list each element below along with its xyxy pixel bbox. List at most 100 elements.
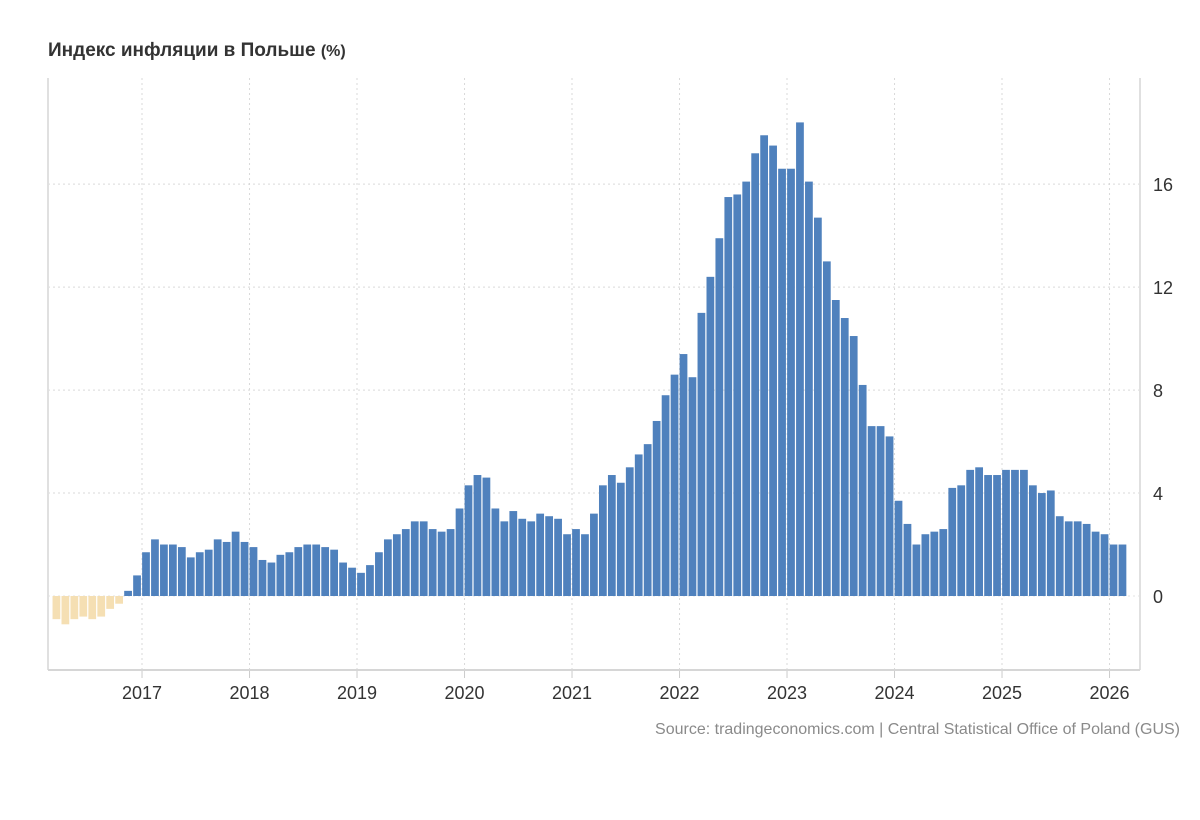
bar (357, 572, 365, 596)
bar (688, 377, 697, 596)
bar (1091, 531, 1100, 596)
bar (106, 596, 115, 609)
bars (52, 122, 1127, 625)
bar (339, 562, 347, 596)
bar (97, 596, 106, 617)
y-tick-label: 12 (1153, 278, 1173, 298)
bar (679, 354, 688, 596)
bar (473, 475, 482, 596)
bar (1002, 469, 1010, 596)
bar (1082, 523, 1091, 596)
bar (61, 596, 70, 625)
bar (482, 477, 491, 596)
bar (778, 168, 786, 596)
bar (769, 145, 777, 596)
bar (249, 547, 258, 596)
bar (410, 521, 419, 596)
bar (993, 475, 1001, 596)
bar (518, 518, 527, 596)
x-tick-label: 2021 (552, 683, 592, 703)
x-tick-label: 2023 (767, 683, 807, 703)
bar (751, 153, 760, 596)
bar (428, 529, 437, 596)
bar (796, 122, 804, 597)
bar (554, 518, 562, 596)
bar (1118, 544, 1127, 596)
bar (491, 508, 500, 596)
bar (831, 300, 840, 596)
bar (509, 511, 518, 596)
bar (975, 467, 984, 596)
bar (805, 181, 813, 596)
bar (661, 395, 670, 596)
bar (70, 596, 79, 620)
bar (186, 557, 195, 596)
bar (79, 596, 88, 617)
axes (47, 78, 1141, 678)
bar (276, 554, 285, 596)
bar (294, 547, 303, 596)
bar (1100, 534, 1109, 596)
y-tick-label: 16 (1153, 175, 1173, 195)
bar (437, 531, 446, 596)
bar (195, 552, 204, 596)
bar (321, 547, 330, 596)
bar (930, 531, 939, 596)
bar (733, 194, 742, 597)
bar (1064, 521, 1073, 596)
bar (124, 590, 132, 596)
bar (419, 521, 428, 596)
bar (1073, 521, 1082, 596)
bar (625, 467, 634, 596)
bar (303, 544, 312, 596)
bar (464, 485, 473, 596)
bar (142, 552, 150, 596)
bar (88, 596, 97, 620)
bar (383, 539, 392, 596)
bar (527, 521, 536, 596)
bar (581, 534, 589, 596)
bar (1046, 490, 1055, 596)
bar (607, 475, 616, 596)
bar (912, 544, 921, 596)
bar (240, 541, 249, 596)
bar (652, 420, 661, 596)
bar (598, 485, 607, 596)
bar (500, 521, 509, 596)
bar (894, 500, 903, 596)
x-tick-label: 2020 (444, 683, 484, 703)
bar (1055, 516, 1064, 596)
bar (849, 336, 858, 596)
chart-title-text: Индекс инфляции в Польше (48, 40, 316, 61)
bar (204, 549, 213, 596)
x-tick-label: 2022 (659, 683, 699, 703)
bar (231, 531, 240, 596)
bar (1109, 544, 1118, 596)
bar (885, 436, 894, 596)
bar (133, 575, 141, 596)
bar (697, 312, 706, 596)
bar (160, 544, 168, 596)
bar (643, 444, 652, 596)
bar (536, 513, 545, 596)
bar (634, 454, 643, 596)
source-note: Source: tradingeconomics.com | Central S… (655, 721, 1180, 738)
bar (375, 552, 383, 596)
bar (876, 426, 885, 596)
x-tick-label: 2025 (982, 683, 1022, 703)
bar (903, 523, 912, 596)
bar (563, 534, 571, 596)
bar (966, 469, 975, 596)
bar (168, 544, 177, 596)
bar (401, 529, 410, 596)
bar (222, 541, 231, 596)
bar (366, 565, 374, 596)
bar (590, 513, 598, 596)
bar (858, 384, 867, 596)
x-tick-label: 2024 (874, 683, 914, 703)
bar (670, 374, 679, 596)
bar (921, 534, 930, 596)
bar (446, 529, 455, 596)
bar (742, 181, 751, 596)
